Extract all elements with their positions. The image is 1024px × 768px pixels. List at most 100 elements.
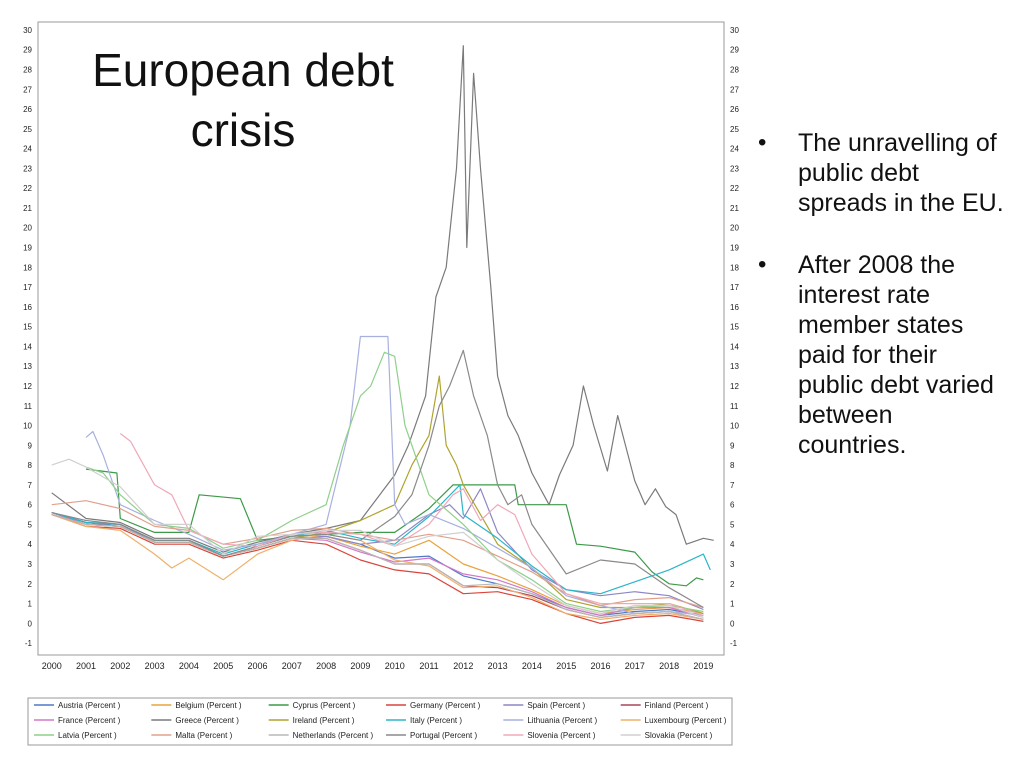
x-tick-label: 2008 xyxy=(316,661,336,671)
x-tick-label: 2009 xyxy=(350,661,370,671)
y-tick-label: 16 xyxy=(23,303,32,312)
y-tick-label: 25 xyxy=(730,125,739,134)
y-tick-label: 7 xyxy=(28,481,33,490)
x-tick-label: 2011 xyxy=(419,661,438,671)
y-tick-label: 13 xyxy=(23,362,32,371)
y-tick-label: 0 xyxy=(28,619,33,628)
x-tick-label: 2001 xyxy=(76,661,96,671)
legend-label: Portugal (Percent ) xyxy=(410,731,477,740)
legend-label: Luxembourg (Percent ) xyxy=(645,716,727,725)
y-tick-label: 17 xyxy=(23,283,32,292)
y-tick-label: -1 xyxy=(730,639,738,648)
y-tick-label: 9 xyxy=(28,441,33,450)
y-tick-label: 29 xyxy=(23,46,32,55)
x-tick-label: 2015 xyxy=(556,661,576,671)
bullet-text: The unravelling of public debt spreads i… xyxy=(798,129,1004,217)
y-tick-label: 15 xyxy=(23,323,32,332)
y-tick-label: 27 xyxy=(730,85,739,94)
bullet-item: • The unravelling of public debt spreads … xyxy=(756,128,1006,218)
legend-label: Italy (Percent ) xyxy=(410,716,462,725)
y-tick-label: 0 xyxy=(730,619,735,628)
x-tick-label: 2017 xyxy=(625,661,645,671)
x-tick-label: 2006 xyxy=(248,661,268,671)
y-tick-label: 21 xyxy=(730,204,739,213)
y-tick-label: 10 xyxy=(730,422,739,431)
legend-box xyxy=(27,697,733,746)
legend-label: Finland (Percent ) xyxy=(645,701,709,710)
y-tick-label: 6 xyxy=(28,501,33,510)
series-line-portugal xyxy=(51,349,704,609)
y-axis-left: -101234567891011121314151617181920212223… xyxy=(23,26,32,648)
x-tick-label: 2002 xyxy=(110,661,130,671)
x-tick-label: 2014 xyxy=(522,661,542,671)
y-tick-label: 22 xyxy=(23,184,32,193)
y-tick-label: 8 xyxy=(730,461,735,470)
slide-title: European debt crisis xyxy=(62,40,424,160)
y-axis-right: -101234567891011121314151617181920212223… xyxy=(730,26,739,648)
y-tick-label: 12 xyxy=(730,382,739,391)
legend-label: Malta (Percent ) xyxy=(175,731,232,740)
y-tick-label: 19 xyxy=(730,244,739,253)
y-tick-label: 22 xyxy=(730,184,739,193)
y-tick-label: 14 xyxy=(23,342,32,351)
series-lines xyxy=(51,45,714,625)
x-tick-label: 2013 xyxy=(488,661,508,671)
legend-label: Cyprus (Percent ) xyxy=(293,701,356,710)
y-tick-label: 2 xyxy=(28,580,33,589)
y-tick-label: 12 xyxy=(23,382,32,391)
y-tick-label: 14 xyxy=(730,342,739,351)
x-tick-label: 2005 xyxy=(213,661,233,671)
legend-label: Spain (Percent ) xyxy=(527,701,585,710)
y-tick-label: 3 xyxy=(28,560,33,569)
y-tick-label: 18 xyxy=(23,263,32,272)
y-tick-label: 26 xyxy=(730,105,739,114)
y-tick-label: 2 xyxy=(730,580,735,589)
x-tick-label: 2016 xyxy=(591,661,611,671)
y-tick-label: 4 xyxy=(28,540,33,549)
y-tick-label: 24 xyxy=(23,145,32,154)
y-tick-label: 20 xyxy=(23,224,32,233)
y-tick-label: 28 xyxy=(730,65,739,74)
y-tick-label: 13 xyxy=(730,362,739,371)
y-tick-label: 11 xyxy=(730,402,739,411)
legend-label: Lithuania (Percent ) xyxy=(527,716,597,725)
x-axis: 2000 2001 2002 2003 2004 2005 2006 2007 2008 2009… xyxy=(42,661,714,671)
x-tick-label: 2007 xyxy=(282,661,302,671)
y-tick-label: 16 xyxy=(730,303,739,312)
legend-label: Ireland (Percent ) xyxy=(293,716,355,725)
y-tick-label: 28 xyxy=(23,65,32,74)
y-tick-label: 19 xyxy=(23,244,32,253)
y-tick-label: -1 xyxy=(25,639,33,648)
y-tick-label: 7 xyxy=(730,481,735,490)
series-line-slovenia xyxy=(119,433,704,616)
y-tick-label: 24 xyxy=(730,145,739,154)
y-tick-label: 17 xyxy=(730,283,739,292)
series-line-netherlands xyxy=(51,514,704,620)
y-tick-label: 18 xyxy=(730,263,739,272)
x-tick-label: 2010 xyxy=(385,661,405,671)
y-tick-label: 11 xyxy=(24,402,33,411)
legend-label: Austria (Percent ) xyxy=(58,701,121,710)
y-tick-label: 30 xyxy=(23,26,32,35)
y-tick-label: 30 xyxy=(730,26,739,35)
y-tick-label: 1 xyxy=(28,600,33,609)
y-tick-label: 26 xyxy=(23,105,32,114)
series-line-latvia xyxy=(85,351,704,613)
bullet-item: • After 2008 the interest rate member sta… xyxy=(756,250,1006,460)
series-line-cyprus xyxy=(85,468,704,587)
y-tick-label: 8 xyxy=(28,461,33,470)
x-tick-label: 2000 xyxy=(42,661,62,671)
series-line-slovakia xyxy=(51,458,704,618)
legend-label: Greece (Percent ) xyxy=(175,716,239,725)
x-tick-label: 2012 xyxy=(453,661,473,671)
y-tick-label: 6 xyxy=(730,501,735,510)
legend-label: Slovakia (Percent ) xyxy=(645,731,713,740)
y-tick-label: 3 xyxy=(730,560,735,569)
x-tick-label: 2018 xyxy=(659,661,679,671)
y-tick-label: 27 xyxy=(23,85,32,94)
bullet-list: • The unravelling of public debt spreads … xyxy=(756,128,1006,492)
y-tick-label: 20 xyxy=(730,224,739,233)
legend-label: Belgium (Percent ) xyxy=(175,701,242,710)
bullet-text: After 2008 the interest rate member stat… xyxy=(798,251,994,459)
y-tick-label: 15 xyxy=(730,323,739,332)
